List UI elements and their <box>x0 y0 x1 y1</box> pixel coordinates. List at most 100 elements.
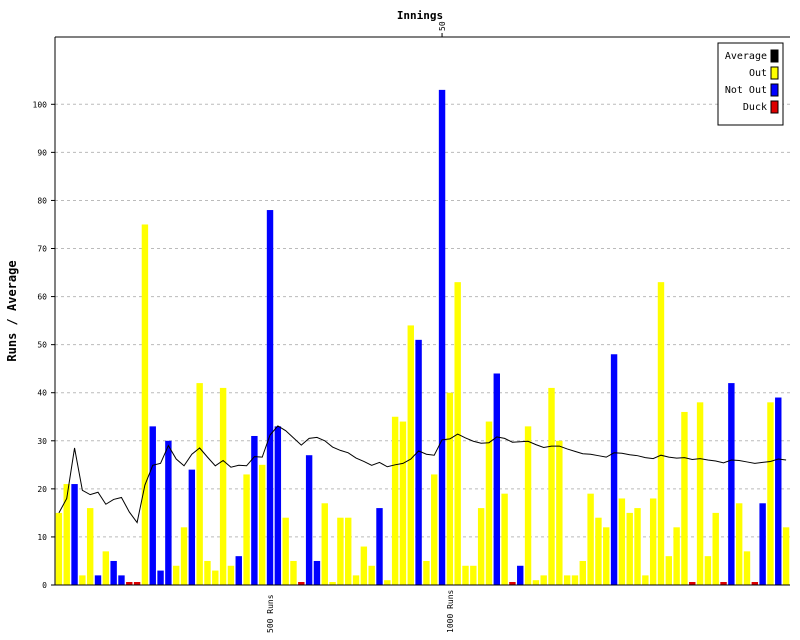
bar <box>587 493 594 585</box>
bar <box>133 582 141 585</box>
bar <box>689 582 696 585</box>
bar <box>391 416 399 585</box>
bar <box>79 575 86 585</box>
y-tick-label: 60 <box>37 293 47 302</box>
bar <box>321 503 328 585</box>
bar <box>196 383 203 585</box>
legend-label: Out <box>749 68 767 79</box>
bar <box>63 484 70 585</box>
bar <box>180 527 188 585</box>
bar <box>743 551 751 585</box>
bar <box>782 527 790 585</box>
bar <box>579 560 586 585</box>
x-tick-label: 50 <box>438 21 447 31</box>
milestone-label: 1000 Runs <box>446 589 455 633</box>
y-tick-label: 10 <box>37 533 47 542</box>
legend-label: Duck <box>743 102 767 113</box>
bar <box>751 582 759 585</box>
bar <box>227 565 235 585</box>
bar <box>141 224 149 585</box>
bar <box>188 469 196 585</box>
bar <box>603 527 610 585</box>
y-tick-label: 70 <box>37 245 47 254</box>
bar <box>165 440 172 585</box>
y-tick-label: 80 <box>37 196 47 205</box>
y-tick-label: 100 <box>33 100 48 109</box>
bar <box>696 402 704 585</box>
bar <box>298 582 305 585</box>
y-tick-label: 50 <box>37 341 47 350</box>
bar <box>548 387 555 585</box>
bar <box>71 484 78 585</box>
bar <box>235 556 242 585</box>
bar <box>759 503 766 585</box>
bar <box>313 560 321 585</box>
y-tick-label: 30 <box>37 437 47 446</box>
bar <box>126 582 133 585</box>
bar <box>626 512 633 585</box>
bar <box>735 503 743 585</box>
bar <box>517 565 524 585</box>
bar <box>477 508 485 585</box>
average-line <box>58 425 787 524</box>
bar <box>415 339 422 585</box>
bar <box>274 426 282 585</box>
bar <box>259 464 266 585</box>
bar <box>110 560 117 585</box>
legend-label: Not Out <box>725 85 767 96</box>
chart-title: Innings <box>397 9 443 22</box>
bar <box>767 402 774 585</box>
milestone-label: 500 Runs <box>266 594 275 633</box>
bar <box>337 517 344 585</box>
bar <box>423 560 430 585</box>
bar <box>673 527 680 585</box>
legend-swatch <box>770 66 779 80</box>
bar <box>172 565 180 585</box>
bar <box>610 354 618 585</box>
bar <box>501 493 508 585</box>
bar <box>524 426 532 585</box>
bar <box>407 325 414 585</box>
bar <box>493 373 500 585</box>
bar <box>595 517 602 585</box>
bar <box>352 575 360 585</box>
bar <box>532 580 540 585</box>
bar <box>470 565 477 585</box>
bar <box>431 474 438 585</box>
y-tick-label: 20 <box>37 485 47 494</box>
bar <box>102 551 110 585</box>
legend-label: Average <box>725 51 767 62</box>
bar <box>571 575 579 585</box>
bar <box>665 556 673 585</box>
bar <box>485 421 493 585</box>
bar <box>540 575 547 585</box>
legend-swatch <box>770 100 779 114</box>
bar <box>681 411 688 585</box>
bar <box>563 575 571 585</box>
bar <box>368 565 375 585</box>
bar <box>305 455 313 585</box>
bar <box>446 392 454 585</box>
bar <box>360 546 368 585</box>
y-tick-label: 40 <box>37 389 47 398</box>
bar <box>704 556 712 585</box>
bar <box>345 517 352 585</box>
bar <box>204 560 211 585</box>
y-tick-label: 0 <box>42 581 47 590</box>
bar <box>634 508 641 585</box>
bar <box>728 383 735 585</box>
bar <box>657 282 665 585</box>
bar <box>399 421 407 585</box>
bar <box>86 508 94 585</box>
bar <box>282 517 289 585</box>
bar <box>243 474 250 585</box>
bar <box>720 582 727 585</box>
legend-swatch <box>770 83 779 97</box>
bar <box>329 582 336 585</box>
bar <box>376 508 383 585</box>
bar <box>149 426 156 585</box>
bar <box>462 565 469 585</box>
bar <box>509 582 516 585</box>
bar <box>618 498 626 585</box>
bar <box>219 387 227 585</box>
